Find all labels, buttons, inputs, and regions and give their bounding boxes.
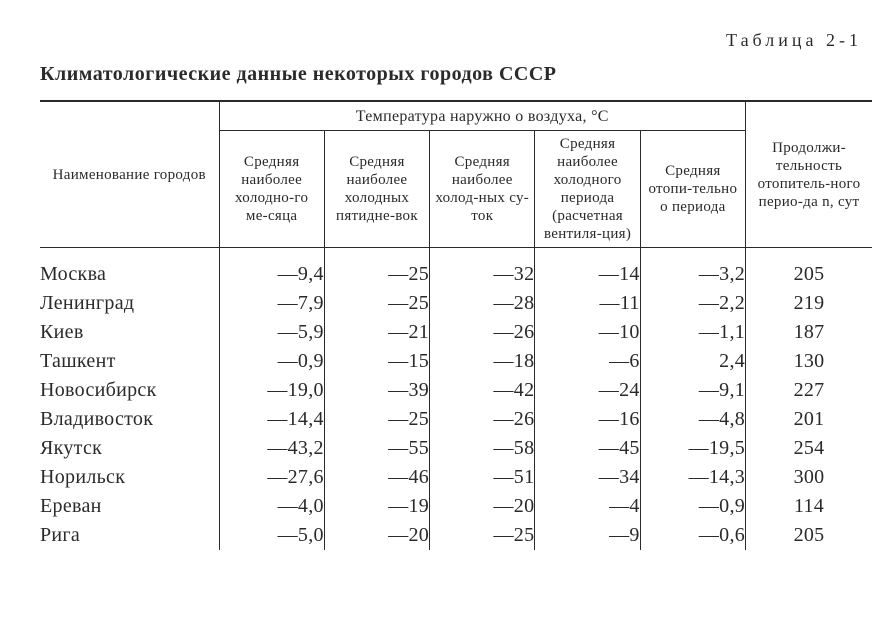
table-row: Киев —5,9 —21 —26 —10 —1,1 187 — [40, 318, 872, 347]
col-header-duration: Продолжи-тельность отопитель-ного перио-… — [746, 101, 872, 248]
cell-c1: —9,4 — [219, 260, 324, 289]
table-row: Якутск —43,2 —55 —58 —45 —19,5 254 — [40, 434, 872, 463]
cell-city: Владивосток — [40, 405, 219, 434]
cell-city: Ташкент — [40, 347, 219, 376]
table-row: Новосибирск —19,0 —39 —42 —24 —9,1 227 — [40, 376, 872, 405]
cell-c2: —25 — [324, 289, 429, 318]
cell-c5: —2,2 — [640, 289, 745, 318]
cell-duration: 187 — [746, 318, 872, 347]
table-number: Таблица 2-1 — [40, 30, 872, 51]
cell-duration: 130 — [746, 347, 872, 376]
cell-duration: 254 — [746, 434, 872, 463]
table-row: Ереван —4,0 —19 —20 —4 —0,9 114 — [40, 492, 872, 521]
cell-c4: —14 — [535, 260, 640, 289]
cell-c4: —4 — [535, 492, 640, 521]
spacer — [40, 248, 872, 261]
cell-c5: —1,1 — [640, 318, 745, 347]
col-header-c5: Средняя отопи-тельно о периода — [640, 131, 745, 248]
table-row: Москва —9,4 —25 —32 —14 —3,2 205 — [40, 260, 872, 289]
cell-city: Киев — [40, 318, 219, 347]
cell-c2: —15 — [324, 347, 429, 376]
cell-c2: —46 — [324, 463, 429, 492]
climate-table: Наименование городов Температура наружно… — [40, 100, 872, 550]
cell-c4: —10 — [535, 318, 640, 347]
cell-c2: —21 — [324, 318, 429, 347]
cell-c2: —19 — [324, 492, 429, 521]
cell-c2: —25 — [324, 260, 429, 289]
cell-c2: —25 — [324, 405, 429, 434]
cell-city: Ленинград — [40, 289, 219, 318]
cell-duration: 205 — [746, 260, 872, 289]
col-header-c1: Средняя наиболее холодно-го ме-сяца — [219, 131, 324, 248]
cell-c3: —51 — [430, 463, 535, 492]
cell-c4: —11 — [535, 289, 640, 318]
cell-city: Норильск — [40, 463, 219, 492]
cell-city: Москва — [40, 260, 219, 289]
cell-c4: —9 — [535, 521, 640, 550]
cell-c5: —4,8 — [640, 405, 745, 434]
col-header-temp-group: Температура наружно о воздуха, °C — [219, 101, 746, 131]
cell-c3: —25 — [430, 521, 535, 550]
cell-c1: —4,0 — [219, 492, 324, 521]
table-row: Ленинград —7,9 —25 —28 —11 —2,2 219 — [40, 289, 872, 318]
table-row: Ташкент —0,9 —15 —18 —6 2,4 130 — [40, 347, 872, 376]
cell-c1: —27,6 — [219, 463, 324, 492]
cell-c5: —9,1 — [640, 376, 745, 405]
cell-c3: —32 — [430, 260, 535, 289]
cell-city: Рига — [40, 521, 219, 550]
cell-city: Якутск — [40, 434, 219, 463]
cell-c3: —58 — [430, 434, 535, 463]
table-row: Рига —5,0 —20 —25 —9 —0,6 205 — [40, 521, 872, 550]
cell-c1: —0,9 — [219, 347, 324, 376]
col-header-c2: Средняя наиболее холодных пятидне-вок — [324, 131, 429, 248]
cell-c3: —28 — [430, 289, 535, 318]
cell-c4: —6 — [535, 347, 640, 376]
cell-city: Ереван — [40, 492, 219, 521]
cell-c3: —26 — [430, 405, 535, 434]
cell-c1: —19,0 — [219, 376, 324, 405]
cell-c4: —24 — [535, 376, 640, 405]
cell-duration: 227 — [746, 376, 872, 405]
cell-c3: —26 — [430, 318, 535, 347]
cell-duration: 205 — [746, 521, 872, 550]
cell-duration: 300 — [746, 463, 872, 492]
cell-c4: —45 — [535, 434, 640, 463]
col-header-c4: Средняя наиболее холодного периода (расч… — [535, 131, 640, 248]
col-header-c3: Средняя наиболее холод-ных су-ток — [430, 131, 535, 248]
cell-c1: —5,0 — [219, 521, 324, 550]
cell-c3: —42 — [430, 376, 535, 405]
table-row: Владивосток —14,4 —25 —26 —16 —4,8 201 — [40, 405, 872, 434]
cell-c5: 2,4 — [640, 347, 745, 376]
cell-c1: —14,4 — [219, 405, 324, 434]
cell-c5: —3,2 — [640, 260, 745, 289]
cell-duration: 201 — [746, 405, 872, 434]
cell-c5: —19,5 — [640, 434, 745, 463]
cell-c3: —20 — [430, 492, 535, 521]
cell-c3: —18 — [430, 347, 535, 376]
cell-c5: —0,9 — [640, 492, 745, 521]
cell-c1: —7,9 — [219, 289, 324, 318]
cell-city: Новосибирск — [40, 376, 219, 405]
col-header-city: Наименование городов — [40, 101, 219, 248]
cell-c1: —43,2 — [219, 434, 324, 463]
cell-c4: —16 — [535, 405, 640, 434]
cell-duration: 219 — [746, 289, 872, 318]
table-row: Норильск —27,6 —46 —51 —34 —14,3 300 — [40, 463, 872, 492]
cell-c2: —20 — [324, 521, 429, 550]
cell-c5: —0,6 — [640, 521, 745, 550]
table-title: Климатологические данные некоторых город… — [40, 63, 872, 86]
cell-c5: —14,3 — [640, 463, 745, 492]
cell-c2: —39 — [324, 376, 429, 405]
cell-c2: —55 — [324, 434, 429, 463]
cell-c4: —34 — [535, 463, 640, 492]
cell-duration: 114 — [746, 492, 872, 521]
cell-c1: —5,9 — [219, 318, 324, 347]
